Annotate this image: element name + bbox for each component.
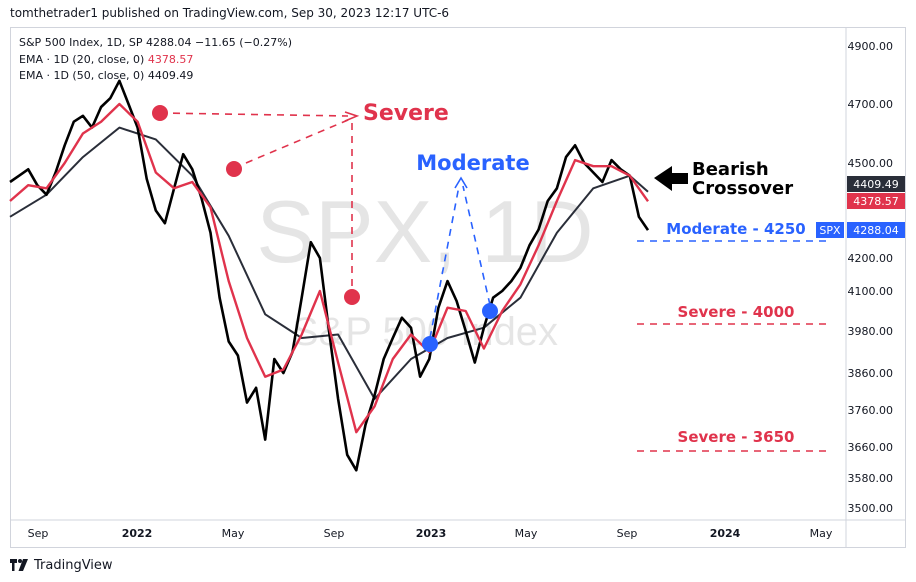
ema20-line [9,102,649,434]
chart-frame [10,27,906,548]
publisher-header: tomthetrader1 published on TradingView.c… [10,6,450,20]
legend-main-price: 4288.04 [146,36,192,49]
legend-ema50-value: 4409.49 [147,69,194,82]
time-tick-label: Sep [617,527,638,540]
moderate-marker-1 [422,336,438,352]
time-tick-label: May [515,527,538,540]
ema20-price-label: 4378.57 [853,195,899,208]
legend-ema20-value: 4378.57 [147,53,194,66]
severe-line-2 [233,119,349,169]
bearish-arrow [654,166,688,191]
price-tick-label: 3500.00 [848,502,894,515]
price-tick-label: 4500.00 [848,157,894,170]
legend-main: S&P 500 Index, 1D, SP 4288.04 −11.65 (−0… [19,36,292,49]
ema50-price-tag [847,176,905,192]
spx-symbol-label: SPX [819,224,841,237]
legend-ema20-name: EMA · 1D (20, close, 0) [19,53,145,66]
time-tick-label: 2022 [122,527,153,540]
severe-annotation: Severe [152,101,449,305]
price-tick-label: 3860.00 [848,367,894,380]
price-tick-label: 3760.00 [848,404,894,417]
severe-label: Severe [363,101,449,126]
spx-symbol-tag [816,222,844,238]
time-tick-label: Sep [324,527,345,540]
price-tick-label: 3980.00 [848,325,894,338]
legend-main-change: −11.65 (−0.27%) [195,36,292,49]
legend-main-name: S&P 500 Index, 1D, SP [19,36,143,49]
moderate-annotation: Moderate [416,151,530,352]
severe-line-1 [159,112,349,117]
moderate-arrowhead [454,176,468,189]
level-3650-label: Severe - 3650 [678,428,795,446]
time-tick-label: 2024 [710,527,741,540]
time-tick-label: Sep [28,527,49,540]
legend-ema50: EMA · 1D (50, close, 0) 4409.49 [19,69,193,82]
price-tick-label: 4900.00 [848,40,894,53]
time-axis: Sep 2022 May Sep 2023 May Sep 2024 May [28,527,833,540]
severe-arrowhead [344,111,360,122]
series-lines [9,79,650,472]
price-tick-label: 4700.00 [848,98,894,111]
moderate-marker-2 [482,303,498,319]
level-4250-label: Moderate - 4250 [666,220,805,238]
price-tick-label: 4200.00 [848,252,894,265]
target-levels: Moderate - 4250 Severe - 4000 Severe - 3… [637,220,826,452]
ema50-price-label: 4409.49 [853,178,899,191]
spx-price-label: 4288.04 [853,224,899,237]
footer: TradingView [10,556,113,574]
time-tick-label: May [222,527,245,540]
bearish-label: Bearish [692,159,769,180]
bearish-crossover-annotation: Bearish Crossover [654,159,793,199]
price-axis: 4900.00 4700.00 4500.00 4200.00 4100.00 3980.… [848,40,894,515]
ema20-price-tag [847,193,905,209]
level-4000-label: Severe - 4000 [678,303,795,321]
severe-marker-1 [152,105,168,121]
price-tick-label: 3660.00 [848,441,894,454]
legend-ema20: EMA · 1D (20, close, 0) 4378.57 [19,53,193,66]
spx-price-tag [847,222,905,238]
time-tick-label: 2023 [416,527,447,540]
axis-price-labels: 4409.49 4378.57 SPX 4288.04 [816,176,905,238]
price-tick-label: 3580.00 [848,472,894,485]
crossover-label: Crossover [692,178,793,199]
time-tick-label: May [810,527,833,540]
legend-ema50-name: EMA · 1D (50, close, 0) [19,69,145,82]
footer-brand[interactable]: TradingView [34,557,113,573]
tradingview-logo-icon [10,559,28,571]
severe-marker-2 [226,161,242,177]
moderate-label: Moderate [416,151,529,175]
ema50-line [9,126,649,400]
price-tick-label: 4100.00 [848,285,894,298]
severe-marker-3 [344,289,360,305]
